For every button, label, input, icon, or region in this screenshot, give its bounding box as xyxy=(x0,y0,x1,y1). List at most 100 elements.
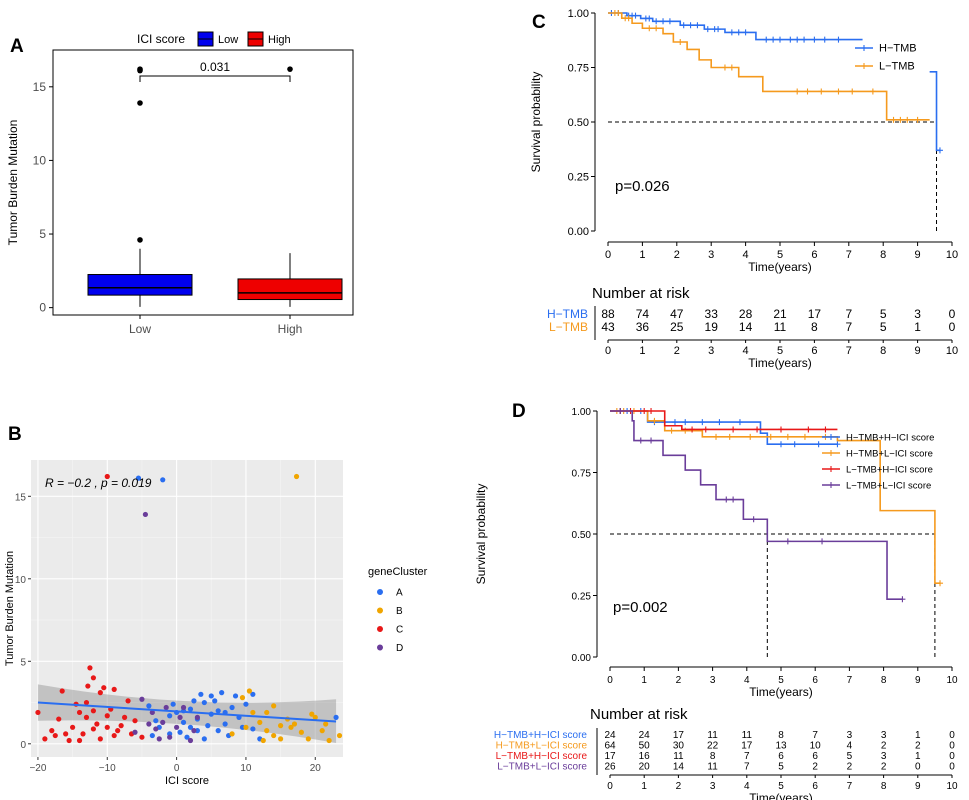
scatter-point-a xyxy=(187,706,194,712)
scatter-point-d xyxy=(180,704,187,711)
censor-mark xyxy=(721,64,728,71)
censor-mark xyxy=(653,18,660,25)
risk-table-cell: 64 xyxy=(604,741,616,752)
censor-mark xyxy=(666,18,673,25)
scatter-point-a xyxy=(232,693,239,699)
risk-table-cell: 0 xyxy=(949,741,955,752)
scatter-point-a xyxy=(201,736,207,742)
x-tick-label: 0 xyxy=(605,249,611,261)
x-tick-label: 4 xyxy=(743,249,749,261)
scatter-point-a xyxy=(167,713,173,719)
legend-label: A xyxy=(396,588,403,599)
panel-c-survival: 0.000.250.500.751.000 1 2 3 4 5 6 7 8 9 10Time(yea… xyxy=(529,8,958,370)
risk-table-time-label: 2 xyxy=(674,345,680,357)
censor-mark xyxy=(680,22,687,29)
censor-mark xyxy=(736,419,743,426)
y-tick-label: 10 xyxy=(15,575,27,586)
scatter-point-b xyxy=(312,714,318,721)
scatter-point-a xyxy=(191,698,197,704)
risk-table-cell: 5 xyxy=(880,320,887,334)
y-tick-label: 1.00 xyxy=(568,8,589,20)
scatter-point-b xyxy=(326,737,332,744)
censor-mark xyxy=(899,596,906,603)
censor-mark xyxy=(728,29,735,36)
censor-mark xyxy=(791,441,798,448)
risk-table-time-label: 1 xyxy=(639,345,645,357)
x-tick-label: 8 xyxy=(881,675,887,686)
x-tick-label: 4 xyxy=(744,675,750,686)
scatter-point-d xyxy=(167,734,173,740)
scatter-point-c xyxy=(90,708,96,714)
y-tick-label: 0.50 xyxy=(568,117,589,129)
scatter-point-c xyxy=(76,737,83,744)
censor-mark xyxy=(754,426,761,433)
scatter-point-b xyxy=(260,737,266,744)
risk-table-cell: 11 xyxy=(707,762,718,773)
censor-mark xyxy=(713,433,720,440)
box-outlier-point xyxy=(137,100,143,106)
scatter-point-a xyxy=(170,701,176,707)
risk-table-cell: 3 xyxy=(881,751,887,762)
y-tick-label: 0 xyxy=(20,740,26,751)
x-tick-label: 0 xyxy=(607,675,613,686)
scatter-point-c xyxy=(52,732,58,739)
risk-table-cell: 6 xyxy=(812,751,818,762)
y-axis-label: Survival probability xyxy=(474,484,488,585)
panel-b-scatter: −20 −10 0 10 20 0 5 10 15 R = −0.2 , p = 0.019 ICI… xyxy=(4,460,428,787)
censor-mark xyxy=(890,116,897,123)
risk-table-cell: 1 xyxy=(914,320,921,334)
x-tick-label: High xyxy=(278,322,303,336)
y-tick-label: 0.75 xyxy=(572,469,592,480)
scatter-point-c xyxy=(104,473,110,480)
risk-table-cell: 88 xyxy=(601,307,615,321)
y-tick-label: 0.50 xyxy=(572,530,592,541)
legend-label: Low xyxy=(218,34,238,46)
risk-table-cell: 16 xyxy=(639,751,651,762)
censor-mark xyxy=(671,419,678,426)
censor-mark xyxy=(689,426,696,433)
box-outlier-point xyxy=(287,66,293,72)
risk-table-time-label: 4 xyxy=(743,345,749,357)
censor-mark xyxy=(648,437,655,444)
x-tick-label: 6 xyxy=(812,675,818,686)
legend-label: H−TMB xyxy=(879,43,917,55)
scatter-point-c xyxy=(49,728,55,734)
x-tick-label: 7 xyxy=(846,249,852,261)
x-tick-label: 5 xyxy=(777,249,783,261)
risk-table-cell: 3 xyxy=(914,307,921,321)
risk-table-cell: 0 xyxy=(949,320,956,334)
scatter-point-a xyxy=(149,732,155,739)
box-outlier-point xyxy=(137,237,143,243)
risk-table-cell: 8 xyxy=(710,751,716,762)
y-axis-label: Tumor Burden Mutation xyxy=(4,551,16,666)
risk-table-row-label: L−TMB+L−ICI score xyxy=(497,762,587,773)
risk-table-cell: 26 xyxy=(604,762,616,773)
scatter-point-b xyxy=(278,736,284,742)
legend-key-a xyxy=(377,589,383,595)
x-tick-label: 1 xyxy=(639,249,645,261)
risk-table-cell: 43 xyxy=(601,320,615,334)
censor-mark xyxy=(804,88,811,95)
censor-mark xyxy=(637,437,644,444)
censor-mark xyxy=(904,116,911,123)
censor-mark xyxy=(617,408,624,414)
censor-mark xyxy=(730,426,737,433)
x-tick-label: 10 xyxy=(946,675,958,686)
risk-table-cell: 17 xyxy=(604,751,616,762)
correlation-annotation: R = −0.2 , p = 0.019 xyxy=(45,476,152,490)
scatter-point-b xyxy=(246,688,252,694)
risk-table-cell: 5 xyxy=(847,751,853,762)
y-tick-label: 0.25 xyxy=(568,172,589,184)
risk-table-cell: 2 xyxy=(915,741,921,752)
censor-mark xyxy=(687,22,694,29)
scatter-point-c xyxy=(104,724,110,730)
censor-mark xyxy=(747,433,754,440)
risk-table-cell: 0 xyxy=(949,762,955,773)
scatter-point-d xyxy=(187,737,194,744)
censor-mark xyxy=(778,426,784,433)
x-tick-label: Low xyxy=(129,322,151,336)
censor-mark xyxy=(794,88,801,95)
x-tick-label: 6 xyxy=(811,249,817,261)
y-tick-label: 15 xyxy=(33,80,47,94)
scatter-point-c xyxy=(56,716,62,722)
